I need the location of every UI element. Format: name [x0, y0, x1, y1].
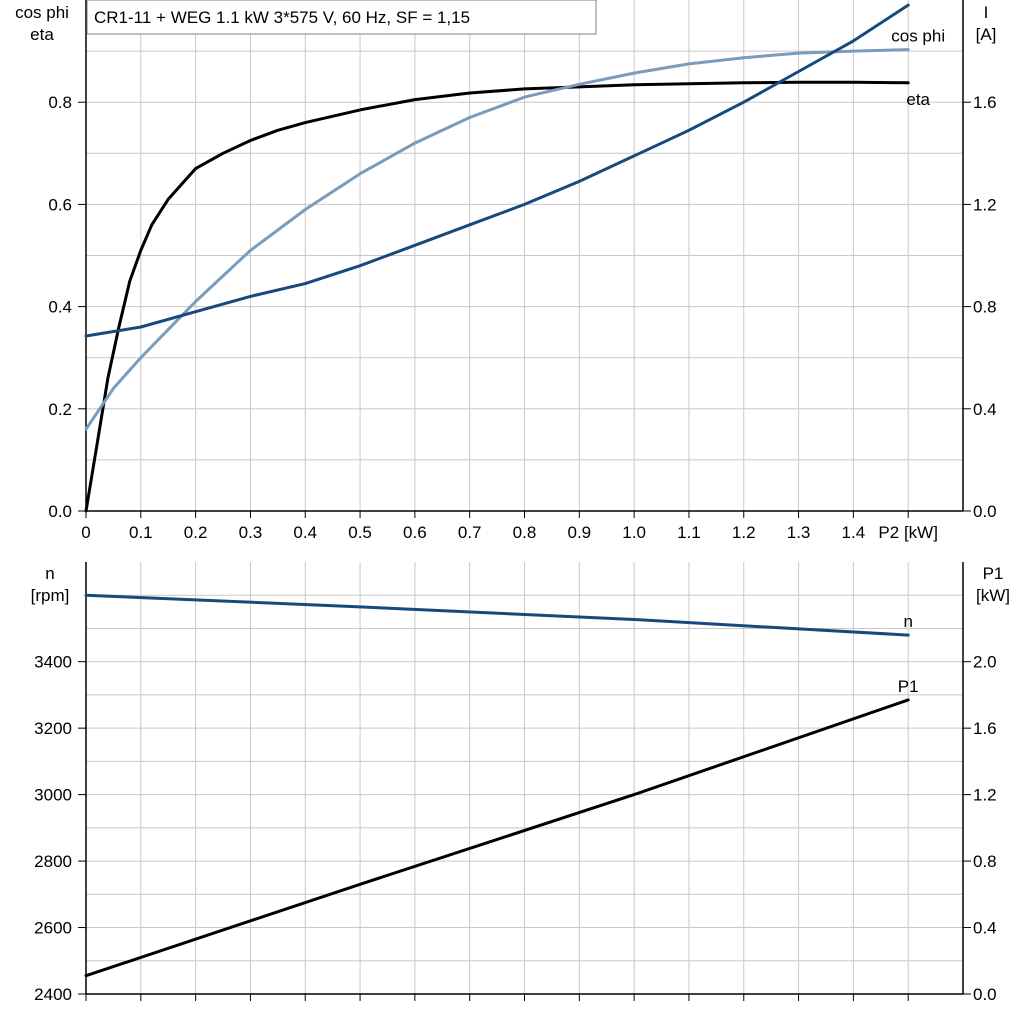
right-tick-label: 1.6: [973, 719, 997, 738]
x-tick-label: 0.7: [458, 523, 482, 542]
left-tick-label: 2600: [34, 919, 72, 938]
x-tick-label: 1.0: [622, 523, 646, 542]
x-tick-label: 1.3: [787, 523, 811, 542]
left-tick-label: 2400: [34, 985, 72, 1004]
series-label-eta: eta: [906, 90, 930, 109]
right-tick-label: 0.8: [973, 852, 997, 871]
x-tick-label: 1.4: [842, 523, 866, 542]
right-axis-label: P1: [983, 564, 1004, 583]
x-tick-label: 0.3: [239, 523, 263, 542]
x-tick-label: 0.1: [129, 523, 153, 542]
left-tick-label: 0.0: [48, 502, 72, 521]
right-tick-label: 0.4: [973, 400, 997, 419]
x-tick-label: 1.2: [732, 523, 756, 542]
series-line-p1: [84, 698, 910, 978]
series-label-i: I: [916, 0, 921, 1]
grid: [86, 562, 963, 994]
left-tick-label: 0.4: [48, 298, 72, 317]
x-tick-label: 0.2: [184, 523, 208, 542]
right-axis-unit: [kW]: [976, 586, 1010, 605]
chart-title: CR1-11 + WEG 1.1 kW 3*575 V, 60 Hz, SF =…: [94, 8, 470, 27]
series-line-eta: [84, 80, 910, 513]
left-tick-label: 3400: [34, 653, 72, 672]
x-tick-label: 0: [81, 523, 90, 542]
left-tick-label: 2800: [34, 852, 72, 871]
left-axis-unit: eta: [30, 25, 54, 44]
right-axis-label: I: [984, 3, 989, 22]
series-line-n: [84, 593, 910, 637]
left-tick-label: 3000: [34, 786, 72, 805]
right-tick-label: 2.0: [973, 653, 997, 672]
series-label-p1: P1: [898, 677, 919, 696]
x-tick-label: 0.4: [293, 523, 317, 542]
left-tick-label: 0.6: [48, 195, 72, 214]
right-tick-label: 0.4: [973, 919, 997, 938]
title-box: CR1-11 + WEG 1.1 kW 3*575 V, 60 Hz, SF =…: [86, 0, 597, 35]
right-tick-label: 0.0: [973, 985, 997, 1004]
series-label-n: n: [903, 612, 912, 631]
x-axis-label: P2 [kW]: [878, 523, 938, 542]
series-line-i: [84, 3, 910, 338]
right-tick-label: 0.0: [973, 502, 997, 521]
grid: [86, 0, 963, 511]
left-tick-label: 0.8: [48, 93, 72, 112]
series-label-cos-phi: cos phi: [891, 27, 945, 46]
series-line-cos-phi: [84, 48, 910, 431]
x-tick-label: 0.5: [348, 523, 372, 542]
right-tick-label: 0.8: [973, 298, 997, 317]
left-tick-label: 3200: [34, 719, 72, 738]
right-tick-label: 1.2: [973, 195, 997, 214]
left-axis-unit: [rpm]: [31, 586, 70, 605]
x-tick-label: 0.8: [513, 523, 537, 542]
chart-panel-1: 0.0 0.2 0.4 0.6 0.8 0.0 0.4 0.8 1.2 1.6 0 0.1 0.2 0.3…: [15, 0, 997, 542]
right-tick-label: 1.6: [973, 93, 997, 112]
right-tick-label: 1.2: [973, 786, 997, 805]
x-tick-label: 1.1: [677, 523, 701, 542]
chart-panel-2: 2400 2600 2800 3000 3200 3400 0.0 0.4 0.8 1.2 1.6 2…: [31, 562, 1010, 1004]
right-axis-unit: [A]: [976, 25, 997, 44]
x-tick-label: 0.9: [567, 523, 591, 542]
left-axis-label: cos phi: [15, 3, 69, 22]
left-axis-label: n: [45, 564, 54, 583]
left-tick-label: 0.2: [48, 400, 72, 419]
x-tick-label: 0.6: [403, 523, 427, 542]
title-frame: [86, 0, 597, 35]
